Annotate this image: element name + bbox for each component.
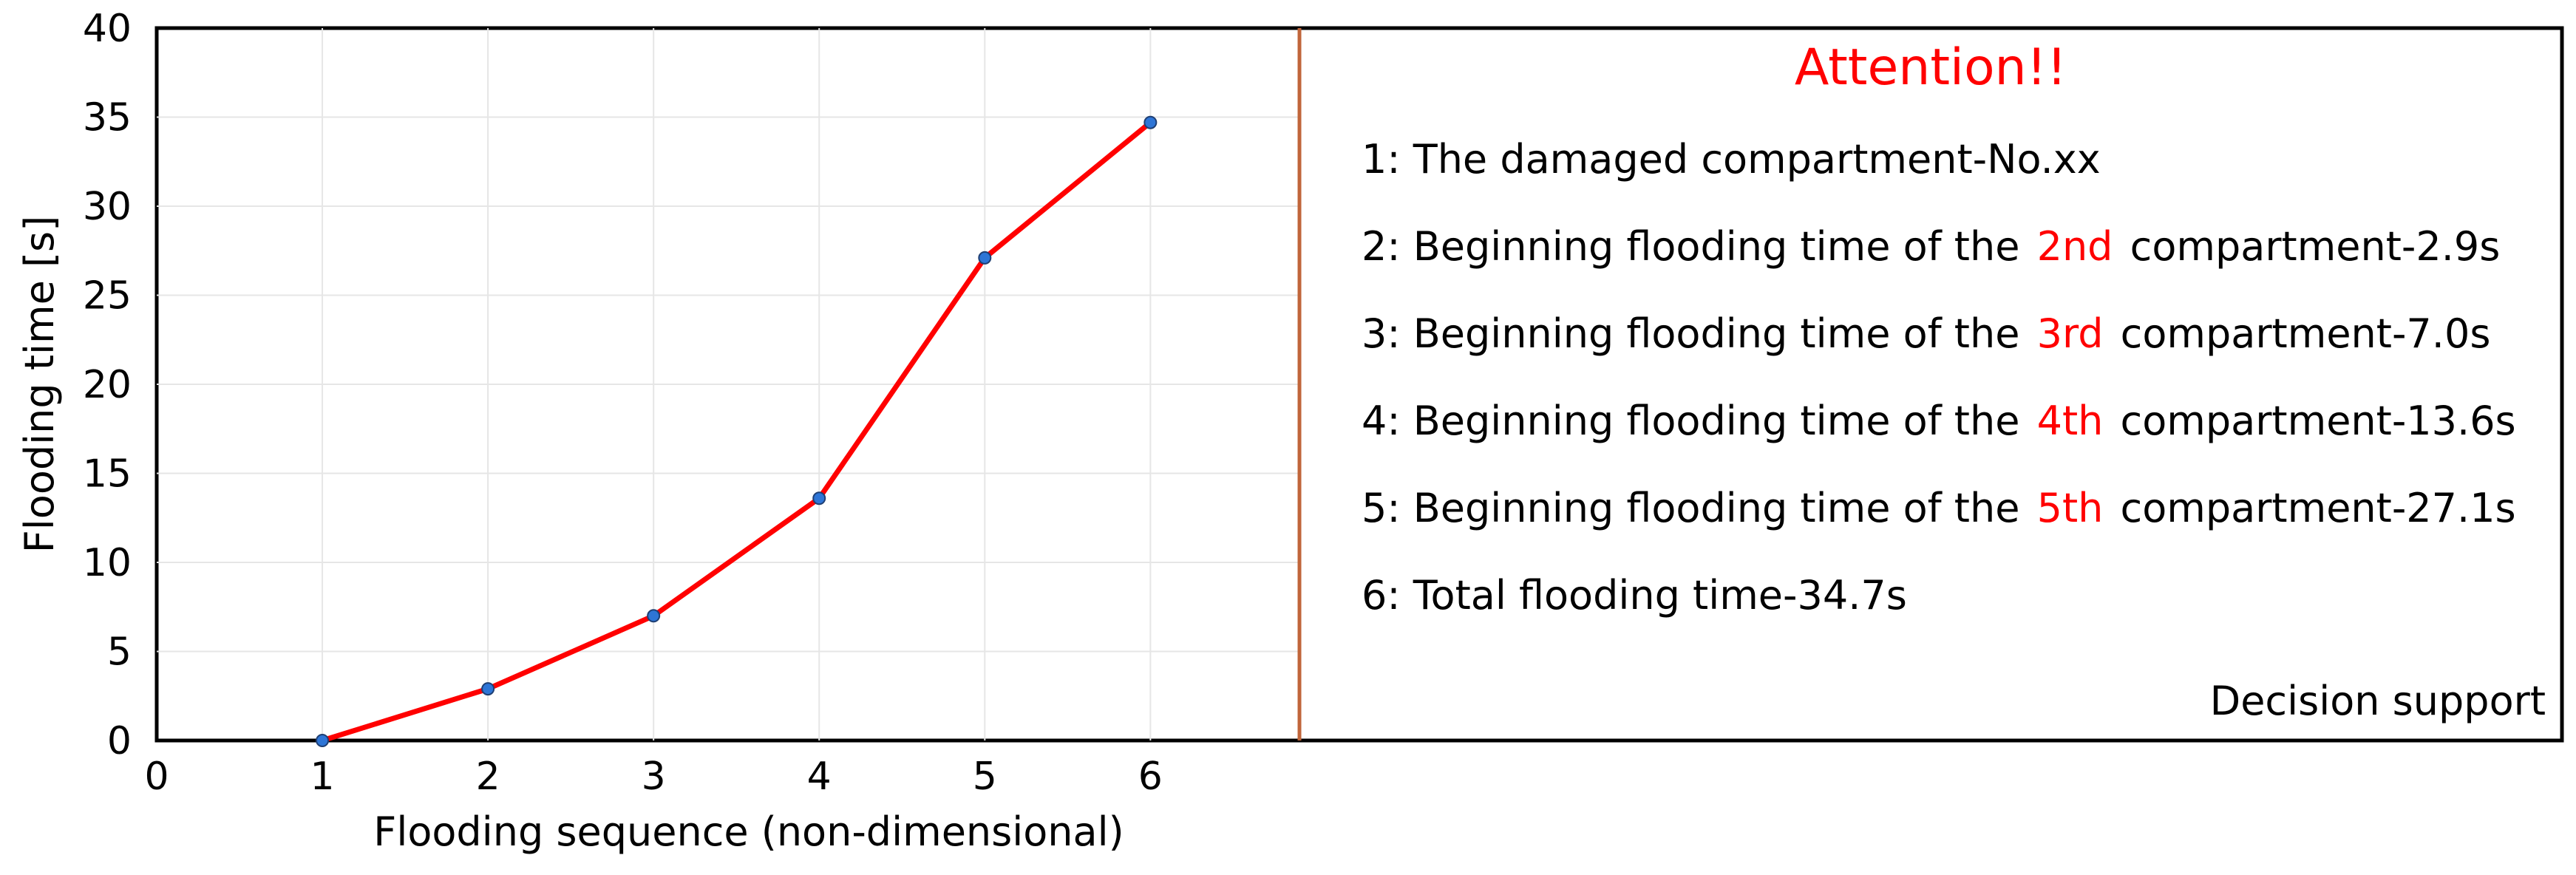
y-tick-label: 35 — [83, 96, 132, 140]
x-tick-label: 3 — [642, 755, 666, 799]
y-tick-label: 30 — [83, 185, 132, 229]
series-line — [319, 120, 1153, 743]
y-tick-label: 5 — [107, 630, 132, 675]
attention-heading: Attention!! — [1794, 38, 2067, 97]
data-point — [812, 491, 826, 505]
x-tick-label: 1 — [310, 755, 335, 799]
ordinal-label: 2nd — [2036, 223, 2113, 270]
info-line-5: 5: Beginning flooding time of the 5th co… — [1362, 485, 2516, 531]
ordinal-label: 4th — [2036, 398, 2104, 444]
info-line-2: 2: Beginning flooding time of the 2nd co… — [1362, 223, 2501, 270]
y-tick-label: 20 — [83, 363, 132, 407]
decision-support-label: Decision support — [2209, 678, 2546, 724]
x-tick-label: 4 — [807, 755, 832, 799]
y-tick-label: 40 — [83, 7, 132, 51]
ordinal-label: 5th — [2036, 485, 2104, 531]
ordinal-label: 3rd — [2036, 310, 2104, 357]
x-tick-label: 2 — [476, 755, 500, 799]
data-point — [978, 251, 992, 265]
info-line-3: 3: Beginning flooding time of the 3rd co… — [1362, 310, 2491, 357]
data-point — [316, 734, 330, 747]
x-tick-label: 6 — [1138, 755, 1163, 799]
y-tick-label: 0 — [107, 719, 132, 763]
info-lines: 1: The damaged compartment-No.xx 2: Begi… — [1362, 139, 2516, 662]
x-tick-label: 5 — [973, 755, 997, 799]
y-tick-label: 25 — [83, 274, 132, 319]
info-line-1: 1: The damaged compartment-No.xx — [1362, 136, 2101, 183]
info-line-4: 4: Beginning flooding time of the 4th co… — [1362, 398, 2516, 444]
y-tick-label: 10 — [83, 541, 132, 585]
y-axis-title: Flooding time [s] — [16, 216, 63, 554]
info-line-6: 6: Total flooding time-34.7s — [1362, 572, 1907, 619]
data-point — [647, 609, 661, 623]
y-tick-label: 15 — [83, 452, 132, 497]
decision-panel: Attention!! 1: The damaged compartment-N… — [1299, 28, 2562, 740]
data-point — [481, 682, 495, 696]
data-point — [1143, 115, 1158, 129]
x-axis-title: Flooding sequence (non-dimensional) — [373, 808, 1124, 855]
x-tick-label: 0 — [144, 755, 169, 799]
